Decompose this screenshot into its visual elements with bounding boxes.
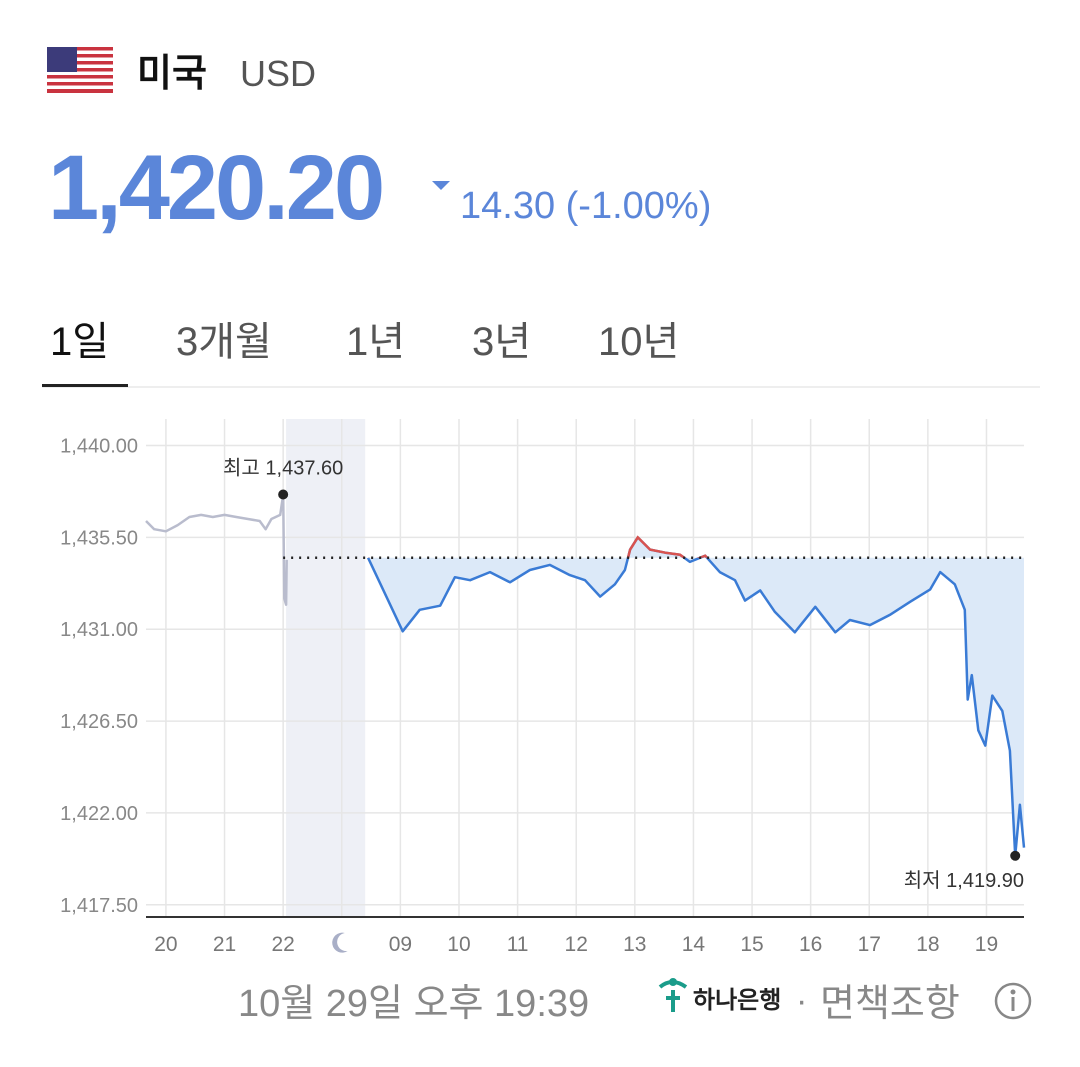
x-tick-label: 13 [623,933,646,956]
bank-logo [658,978,688,1012]
x-tick-label: 20 [154,933,177,956]
y-tick-label: 1,440.00 [60,436,138,458]
tab[interactable]: 10년 [598,320,679,364]
x-tick-label: 10 [447,933,470,956]
separator: · [796,982,807,1020]
country: 미국 [137,53,207,95]
x-tick-label: 17 [858,933,881,956]
timestamp: 10월 29일 오후 19:39 [238,983,589,1025]
disclaimer[interactable]: 면책조항 [820,983,960,1025]
x-tick-label: 16 [799,933,822,956]
tab[interactable]: 3년 [472,320,531,364]
annotation-dot [1010,850,1021,861]
x-tick-label: 14 [682,933,706,956]
tab[interactable]: 1일 [50,320,109,364]
tabs: 1일 3개월 1년 3년 10년 [50,320,679,364]
info-icon[interactable] [994,982,1032,1020]
flag [47,47,113,93]
plot: 1,440.00 1,435.50 1,431.00 1,426.50 1,422.00… [60,419,1026,956]
price: 1,420.20 [48,137,382,239]
x-tick-label: 18 [916,933,939,956]
x-tick-label: 21 [213,933,236,956]
moon-icon [332,932,348,953]
y-tick-label: 1,422.00 [60,803,138,825]
x-tick-label: 12 [565,933,588,956]
x-tick-label: 19 [975,933,998,956]
down-arrow [432,181,450,190]
x-tick-label: 09 [389,933,412,956]
currency: USD [240,53,316,94]
y-tick-label: 1,426.50 [60,711,138,733]
y-tick-label: 1,431.00 [60,619,138,641]
tab[interactable]: 3개월 [176,320,272,364]
annotation-label: 최고 1,437.60 [223,457,343,480]
x-tick-label: 11 [507,933,529,956]
price-change: 14.30 (-1.00%) [460,185,711,227]
y-tick-label: 1,435.50 [60,527,138,549]
tab[interactable]: 1년 [346,320,405,364]
annotation-label: 최저 1,419.90 [904,869,1024,892]
x-tick-label: 15 [740,933,763,956]
x-tick-label: 22 [271,933,294,956]
night-band [286,419,366,917]
annotation-dot [278,489,289,500]
line [145,493,288,606]
area [368,537,1025,856]
bank-name: 하나은행 [693,987,781,1014]
line [366,536,1026,858]
y-tick-label: 1,417.50 [60,895,138,917]
tab-underline [42,384,128,387]
